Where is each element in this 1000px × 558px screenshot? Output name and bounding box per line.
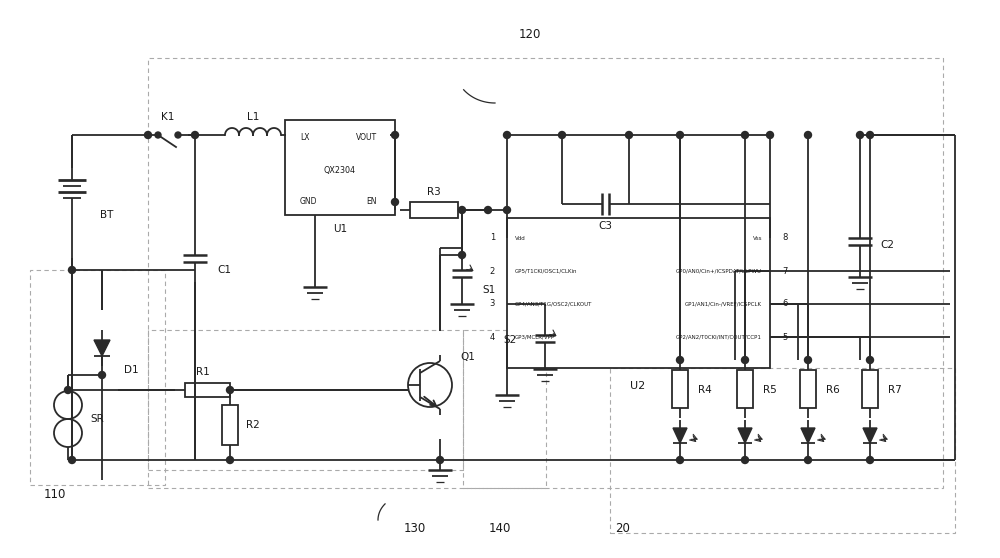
Polygon shape [863,428,877,443]
Circle shape [98,372,106,378]
Circle shape [504,132,511,138]
Text: 3: 3 [490,300,495,309]
Bar [737,370,753,408]
Polygon shape [801,428,815,443]
Circle shape [676,357,684,363]
Text: 7: 7 [782,267,787,276]
Text: R5: R5 [763,385,777,395]
Circle shape [192,132,198,138]
Circle shape [742,132,748,138]
Circle shape [676,132,684,138]
Circle shape [866,357,874,363]
Text: 8: 8 [782,233,787,243]
Circle shape [504,206,511,214]
Circle shape [392,199,398,205]
Text: GND: GND [300,198,318,206]
Bar [285,120,395,215]
Circle shape [144,132,152,138]
Bar [185,383,230,397]
Text: GP5/T1CKI/OSC1/CLKin: GP5/T1CKI/OSC1/CLKin [515,268,578,273]
Circle shape [558,132,566,138]
Bar [507,218,770,368]
Text: D1: D1 [124,365,139,375]
Circle shape [484,206,492,214]
Polygon shape [673,428,687,443]
Polygon shape [738,428,752,443]
Text: R6: R6 [826,385,840,395]
Text: R2: R2 [246,420,260,430]
Circle shape [436,456,444,464]
Text: L1: L1 [247,112,259,122]
Text: R7: R7 [888,385,902,395]
Text: 5: 5 [782,333,787,341]
Text: 6: 6 [782,300,787,309]
Circle shape [742,456,748,464]
Bar [222,405,238,445]
Text: GP0/AN0/Cin+/ICSPDAT/ULPWU: GP0/AN0/Cin+/ICSPDAT/ULPWU [676,268,762,273]
Text: R1: R1 [196,367,210,377]
Text: GP1/AN1/Cin-/VREF/ICSPCLK: GP1/AN1/Cin-/VREF/ICSPCLK [685,301,762,306]
Text: GP4/AN3/T1G/OSC2/CLKOUT: GP4/AN3/T1G/OSC2/CLKOUT [515,301,592,306]
Circle shape [676,456,684,464]
Circle shape [626,132,633,138]
Text: BT: BT [100,210,113,220]
Text: S2: S2 [504,335,517,345]
Circle shape [804,132,812,138]
Bar [30,270,165,485]
Text: LX: LX [300,133,310,142]
Circle shape [226,387,234,393]
Circle shape [804,357,812,363]
Text: GP2/AN2/T0CKI/INT/COUT/CCP1: GP2/AN2/T0CKI/INT/COUT/CCP1 [676,334,762,339]
Circle shape [856,132,864,138]
Circle shape [804,456,812,464]
Text: Vss: Vss [753,235,762,240]
Bar [800,370,816,408]
Text: U1: U1 [333,224,347,234]
Text: Q1: Q1 [460,352,475,362]
Text: SR: SR [90,414,104,424]
Text: R3: R3 [427,187,441,197]
Circle shape [866,456,874,464]
Bar [148,58,943,488]
Circle shape [155,132,161,138]
Bar [463,330,546,488]
Text: 140: 140 [489,522,511,535]
Text: Vdd: Vdd [515,235,526,240]
Circle shape [68,456,76,464]
Text: U2: U2 [630,381,646,391]
Bar [410,202,458,218]
Text: 4: 4 [490,333,495,341]
Bar [672,370,688,408]
Text: R4: R4 [698,385,712,395]
Bar [862,370,878,408]
Bar [610,368,955,533]
Text: S1: S1 [482,285,495,295]
Circle shape [68,267,76,273]
Circle shape [226,456,234,464]
Circle shape [392,132,398,138]
Text: 20: 20 [616,522,630,535]
Text: K1: K1 [161,112,175,122]
Text: 120: 120 [519,28,541,41]
Bar [148,330,463,470]
Text: 110: 110 [44,488,66,502]
Text: 1: 1 [490,233,495,243]
Circle shape [742,357,748,363]
Circle shape [458,206,466,214]
Text: QX2304: QX2304 [324,166,356,175]
Text: GP3/MCLR/VPP: GP3/MCLR/VPP [515,334,555,339]
Text: C3: C3 [598,221,612,231]
Circle shape [866,132,874,138]
Polygon shape [94,340,110,356]
Circle shape [458,252,466,258]
Text: EN: EN [366,198,377,206]
Circle shape [175,132,181,138]
Circle shape [64,387,72,393]
Circle shape [767,132,774,138]
Text: C1: C1 [217,265,231,275]
Text: C2: C2 [880,240,894,250]
Text: 130: 130 [404,522,426,535]
Text: 2: 2 [490,267,495,276]
Text: VOUT: VOUT [356,133,377,142]
